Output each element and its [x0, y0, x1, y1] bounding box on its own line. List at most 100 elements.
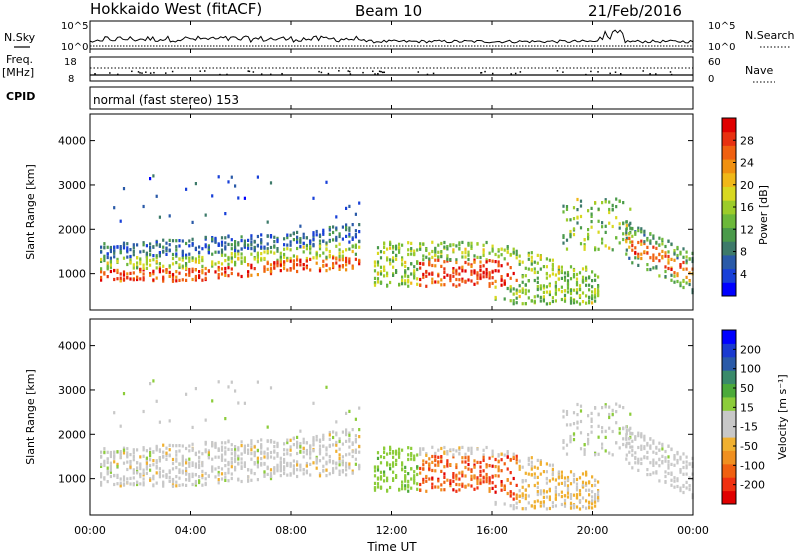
power-cell	[676, 274, 679, 278]
velocity-cell	[604, 449, 607, 453]
power-cell	[373, 264, 377, 268]
power-cell	[389, 258, 392, 262]
velocity-cell	[345, 428, 348, 432]
power-cell	[181, 251, 184, 255]
velocity-cell	[536, 492, 539, 497]
velocity-cell	[237, 462, 240, 466]
freq-dot	[649, 73, 651, 75]
velocity-cell	[594, 493, 597, 497]
velocity-cell	[392, 450, 395, 454]
power-cell	[198, 260, 201, 264]
power-cell	[640, 227, 643, 231]
nave-tick-top: 60	[708, 57, 721, 68]
power-cell	[664, 254, 667, 258]
power-cell	[386, 247, 389, 251]
power-cell	[467, 262, 470, 266]
velocity-cell	[175, 466, 178, 470]
power-cell	[464, 260, 467, 265]
y-tick-label: 4000	[58, 340, 86, 353]
velocity-cell	[348, 464, 351, 468]
power-cell	[171, 252, 175, 257]
velocity-cell	[545, 490, 548, 494]
freq-dot	[377, 72, 379, 75]
power-cell	[416, 267, 419, 272]
velocity-cell	[539, 492, 542, 496]
velocity-cell	[521, 485, 524, 489]
velocity-cell	[422, 477, 425, 481]
velocity-cell	[129, 476, 132, 480]
velocity-cell	[194, 465, 197, 469]
velocity-cell	[211, 457, 214, 461]
power-cell	[315, 256, 318, 260]
power-cell	[165, 249, 168, 253]
power-cell	[455, 260, 458, 265]
velocity-cell	[679, 489, 682, 493]
velocity-cell	[560, 490, 563, 494]
power-cell	[449, 243, 452, 247]
velocity-cell	[578, 489, 582, 493]
velocity-cell	[113, 474, 116, 478]
power-cell	[572, 288, 576, 292]
velocity-cell	[685, 472, 688, 476]
velocity-cell	[676, 477, 679, 481]
power-cell	[539, 287, 542, 291]
power-cell	[309, 245, 312, 249]
power-cell	[542, 298, 545, 302]
velocity-cell	[464, 474, 467, 478]
velocity-cell	[122, 483, 126, 487]
power-cell	[591, 290, 594, 294]
velocity-cell	[410, 457, 413, 461]
power-cell	[597, 230, 600, 234]
velocity-cell	[655, 451, 658, 455]
power-cell	[312, 233, 315, 237]
power-cell	[322, 239, 325, 243]
freq-dot	[562, 71, 564, 73]
velocity-cell	[395, 475, 398, 479]
velocity-cell	[132, 451, 135, 455]
power-cell	[286, 243, 289, 247]
velocity-cell	[557, 475, 560, 479]
velocity-cell	[449, 484, 452, 488]
velocity-cell	[341, 469, 344, 473]
power-cell	[227, 262, 230, 266]
power-cell	[488, 276, 491, 280]
power-cell	[676, 279, 679, 284]
power-cell	[464, 279, 467, 283]
velocity-cell	[590, 425, 593, 429]
power-cell	[661, 237, 664, 241]
power-cell	[649, 241, 652, 245]
power-cell	[175, 254, 178, 258]
power-cell	[509, 252, 512, 257]
velocity-cell	[332, 435, 335, 440]
power-cell	[162, 250, 165, 254]
power-cell	[631, 261, 634, 265]
power-cell	[539, 295, 542, 299]
power-cell	[279, 251, 282, 255]
freq-dot	[219, 73, 221, 76]
velocity-cell	[443, 488, 446, 492]
velocity-cell	[289, 438, 292, 442]
velocity-cell	[585, 506, 588, 510]
power-cell	[476, 273, 479, 277]
power-cell	[631, 240, 634, 244]
power-cell	[461, 255, 464, 259]
power-cell	[594, 248, 597, 252]
velocity-cell	[269, 474, 273, 478]
velocity-cell	[587, 440, 590, 444]
velocity-cell	[455, 482, 458, 487]
velocity-cell	[345, 473, 348, 477]
power-cell	[622, 201, 625, 205]
velocity-cell	[260, 450, 263, 454]
freq-dot	[590, 70, 592, 73]
velocity-cell	[224, 441, 227, 445]
power-cell	[188, 239, 191, 243]
power-cell	[214, 239, 217, 244]
velocity-cell	[515, 496, 518, 500]
velocity-cell	[446, 478, 449, 482]
power-cell	[401, 256, 404, 260]
power-cell	[185, 265, 188, 269]
velocity-cell	[578, 476, 582, 480]
power-cell	[224, 253, 227, 257]
power-cell	[250, 263, 253, 267]
velocity-cell	[234, 465, 237, 469]
